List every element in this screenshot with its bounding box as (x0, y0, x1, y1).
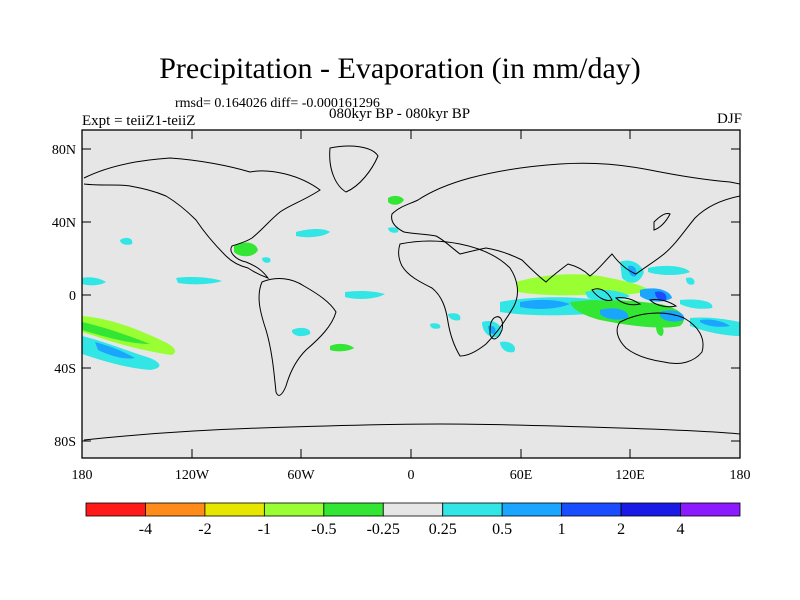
colorbar-swatch (85, 502, 146, 517)
lat-ticks (82, 148, 740, 442)
colorbar-swatch (620, 502, 681, 517)
lat-label-0: 0 (69, 289, 76, 304)
lon-labels: 180 120W 60W 0 60E 120E 180 (72, 468, 751, 483)
colorbar-swatch (442, 502, 503, 517)
colorbar-swatch (382, 502, 444, 517)
lon-label-180w: 180 (72, 468, 93, 483)
colorbar-label: -0.5 (311, 521, 336, 538)
lon-label-60e: 60E (510, 468, 533, 483)
colorbar-swatch (263, 502, 325, 517)
lat-label-40s: 40S (54, 362, 76, 377)
colorbar-label: -0.25 (367, 521, 400, 538)
colorbar-label: -1 (258, 521, 271, 538)
lon-label-120w: 120W (175, 468, 210, 483)
colorbar: -4 -2 -1 -0.5 -0.25 0.25 0.5 1 2 4 (85, 502, 741, 538)
plot-title: Precipitation - Evaporation (in mm/day) (159, 52, 641, 85)
colorbar-label: 2 (617, 521, 625, 538)
colorbar-label: -2 (198, 521, 211, 538)
colorbar-label: -4 (139, 521, 152, 538)
colorbar-label: 0.25 (429, 521, 457, 538)
lat-label-80n: 80N (52, 143, 76, 158)
lon-label-120e: 120E (615, 468, 645, 483)
lat-label-40n: 40N (52, 216, 76, 231)
lon-ticks (81, 130, 741, 458)
lat-label-80s: 80S (54, 435, 76, 450)
colorbar-label: 1 (558, 521, 566, 538)
lon-label-0: 0 (408, 468, 415, 483)
period-line: 080kyr BP - 080kyr BP (329, 106, 471, 122)
colorbar-swatch (561, 502, 622, 517)
colorbar-swatch (204, 502, 265, 517)
coastlines (83, 145, 740, 441)
colorbar-label: 4 (677, 521, 685, 538)
colorbar-swatch (145, 502, 206, 517)
colorbar-swatch (323, 502, 384, 517)
stats-line: rmsd= 0.164026 diff= -0.000161296 (175, 96, 380, 111)
colorbar-label: 0.5 (492, 521, 512, 538)
lon-label-180e: 180 (730, 468, 751, 483)
colorbar-swatch (680, 502, 741, 517)
colorbar-swatch (501, 502, 563, 517)
lon-label-60w: 60W (287, 468, 315, 483)
lat-labels: 80N 40N 0 40S 80S (52, 143, 76, 450)
experiment-label: Expt = teiiZ1-teiiZ (82, 113, 196, 129)
season-label: DJF (716, 111, 742, 127)
